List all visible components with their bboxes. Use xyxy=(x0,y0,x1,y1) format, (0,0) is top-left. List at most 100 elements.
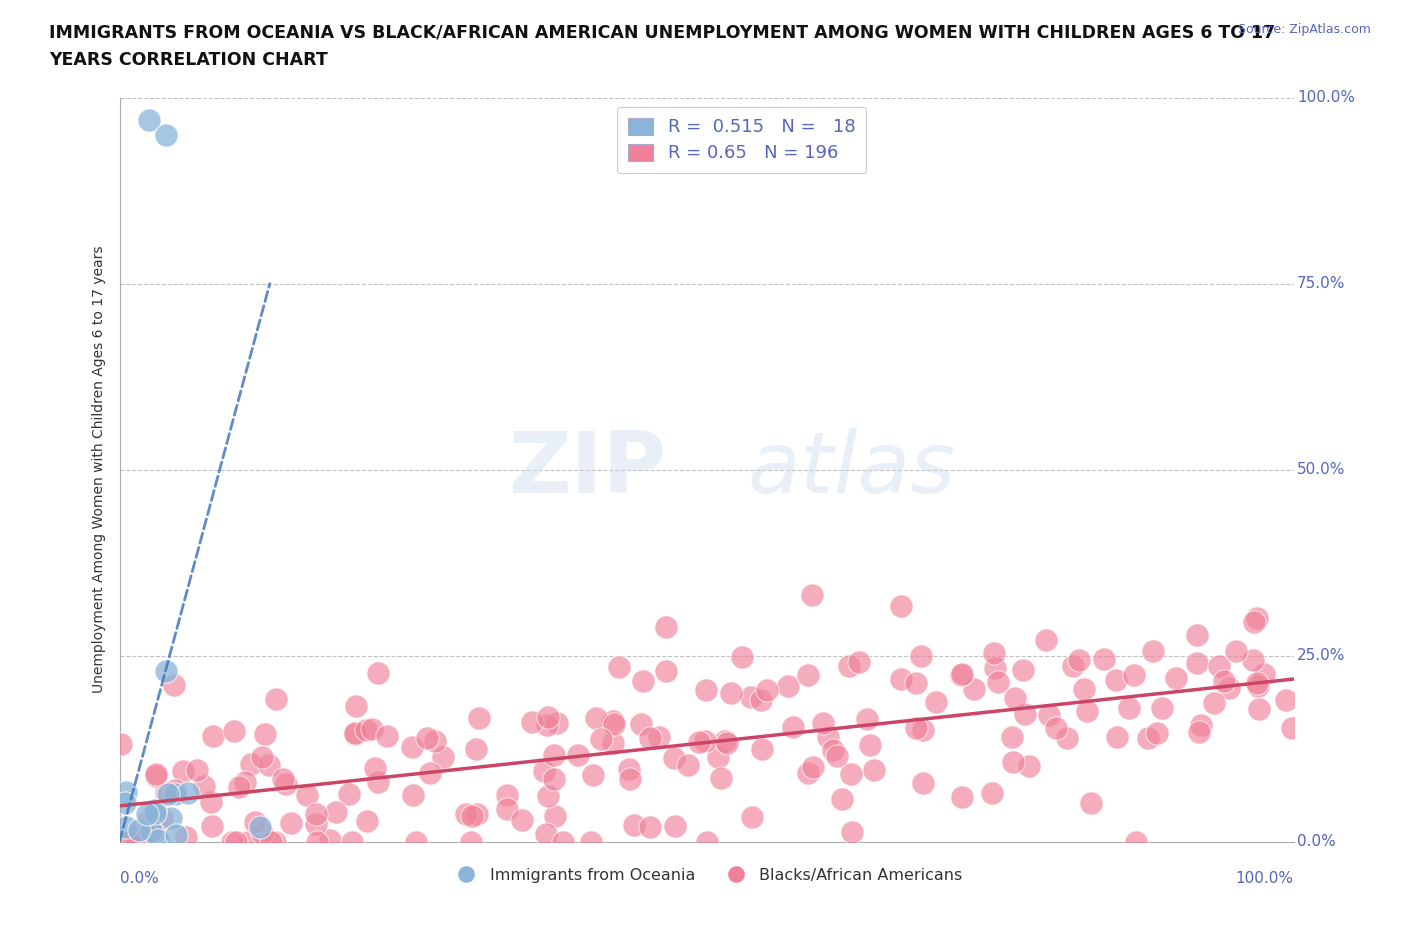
Point xyxy=(271,771,294,786)
Point xyxy=(1241,653,1264,668)
Point xyxy=(696,834,718,849)
Point xyxy=(751,742,773,757)
Point xyxy=(1142,644,1164,658)
Point xyxy=(859,738,882,753)
Text: ZIP: ZIP xyxy=(508,428,665,512)
Point xyxy=(304,806,326,821)
Point xyxy=(591,732,613,747)
Point xyxy=(174,830,197,844)
Point xyxy=(145,803,167,817)
Point xyxy=(254,727,277,742)
Point xyxy=(467,711,489,725)
Point xyxy=(1073,682,1095,697)
Point xyxy=(1246,611,1268,626)
Point xyxy=(143,805,166,820)
Point xyxy=(165,828,187,843)
Text: 75.0%: 75.0% xyxy=(1298,276,1346,291)
Point xyxy=(911,776,934,790)
Point xyxy=(533,764,555,778)
Point xyxy=(1067,653,1090,668)
Point xyxy=(731,650,754,665)
Point xyxy=(912,723,935,737)
Point xyxy=(120,834,142,849)
Point xyxy=(460,834,482,849)
Point xyxy=(460,808,482,823)
Point xyxy=(1208,658,1230,673)
Point xyxy=(585,711,607,725)
Point xyxy=(582,767,605,782)
Point xyxy=(228,779,250,794)
Point xyxy=(863,763,886,777)
Point xyxy=(280,816,302,830)
Point xyxy=(962,682,984,697)
Text: Source: ZipAtlas.com: Source: ZipAtlas.com xyxy=(1237,23,1371,36)
Point xyxy=(250,825,273,840)
Point xyxy=(827,749,849,764)
Point xyxy=(546,716,568,731)
Point xyxy=(142,825,165,840)
Point xyxy=(756,683,779,698)
Point xyxy=(136,807,159,822)
Point xyxy=(631,673,654,688)
Point xyxy=(344,725,367,740)
Point xyxy=(495,788,517,803)
Point xyxy=(797,765,820,780)
Point xyxy=(602,713,624,728)
Point xyxy=(354,723,377,737)
Text: 100.0%: 100.0% xyxy=(1236,871,1294,886)
Point xyxy=(904,676,927,691)
Point xyxy=(155,127,177,142)
Point xyxy=(456,806,478,821)
Point xyxy=(811,716,834,731)
Point xyxy=(367,775,389,790)
Point xyxy=(838,659,860,674)
Point xyxy=(236,834,259,849)
Point xyxy=(264,834,287,849)
Point xyxy=(638,730,661,745)
Point xyxy=(1125,834,1147,849)
Point xyxy=(1185,628,1208,643)
Point xyxy=(536,718,558,733)
Point xyxy=(136,814,159,829)
Point xyxy=(553,834,575,849)
Point xyxy=(423,734,446,749)
Point xyxy=(264,692,287,707)
Point xyxy=(1014,707,1036,722)
Point xyxy=(654,664,676,679)
Point xyxy=(1136,730,1159,745)
Point xyxy=(1105,672,1128,687)
Point xyxy=(356,814,378,829)
Text: 100.0%: 100.0% xyxy=(1298,90,1355,105)
Point xyxy=(1004,691,1026,706)
Point xyxy=(1243,615,1265,630)
Point xyxy=(127,834,149,849)
Point xyxy=(1107,730,1129,745)
Point xyxy=(165,782,187,797)
Point xyxy=(925,695,948,710)
Point xyxy=(343,726,366,741)
Point xyxy=(496,802,519,817)
Point xyxy=(138,113,160,127)
Point xyxy=(114,785,136,800)
Legend: Immigrants from Oceania, Blacks/African Americans: Immigrants from Oceania, Blacks/African … xyxy=(444,862,969,889)
Point xyxy=(950,666,973,681)
Point xyxy=(1092,651,1115,666)
Point xyxy=(817,729,839,744)
Point xyxy=(782,720,804,735)
Point xyxy=(776,679,799,694)
Point xyxy=(910,648,932,663)
Point xyxy=(122,830,145,844)
Point xyxy=(295,787,318,802)
Point xyxy=(1275,692,1298,707)
Point xyxy=(419,765,441,780)
Point xyxy=(337,787,360,802)
Point xyxy=(617,762,640,777)
Point xyxy=(1038,708,1060,723)
Point xyxy=(260,834,283,849)
Point xyxy=(801,760,824,775)
Text: YEARS CORRELATION CHART: YEARS CORRELATION CHART xyxy=(49,51,328,69)
Point xyxy=(520,715,543,730)
Point xyxy=(662,751,685,765)
Point xyxy=(983,645,1005,660)
Point xyxy=(432,750,454,764)
